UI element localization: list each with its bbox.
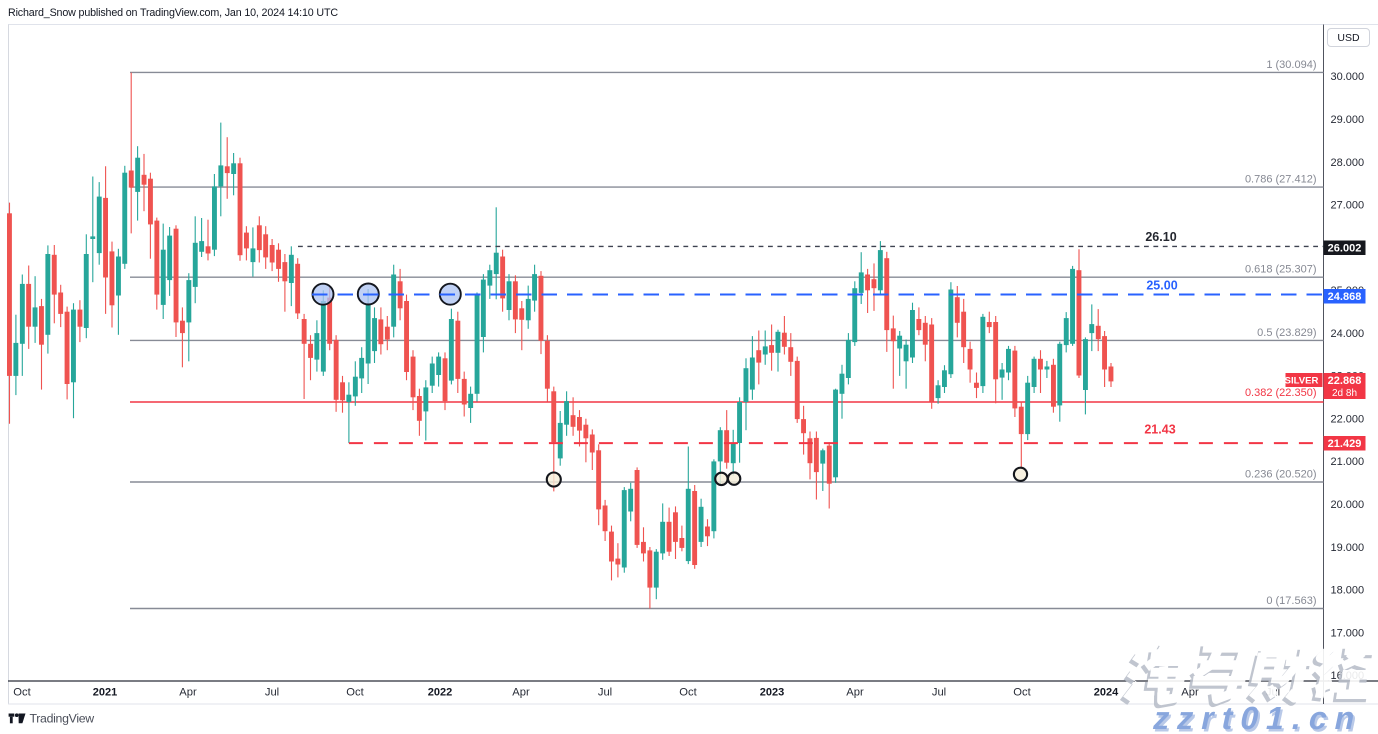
svg-text:0 (17.563): 0 (17.563): [1266, 595, 1316, 607]
svg-text:28.000: 28.000: [1331, 157, 1365, 169]
svg-text:0.382 (22.350): 0.382 (22.350): [1245, 387, 1317, 399]
svg-text:Apr: Apr: [1181, 687, 1199, 699]
svg-text:19.000: 19.000: [1331, 542, 1365, 554]
svg-text:Apr: Apr: [179, 687, 197, 699]
svg-text:USD: USD: [1337, 32, 1360, 44]
svg-text:SILVER: SILVER: [1285, 375, 1319, 386]
svg-text:24.868: 24.868: [1328, 291, 1362, 303]
svg-text:zzrt01.cn: zzrt01.cn: [1150, 700, 1366, 734]
svg-text:Jul: Jul: [598, 687, 612, 699]
svg-text:1 (30.094): 1 (30.094): [1266, 59, 1316, 71]
svg-text:Oct: Oct: [13, 687, 31, 699]
svg-text:21.43: 21.43: [1144, 423, 1175, 437]
svg-text:Jul: Jul: [265, 687, 279, 699]
svg-text:2024: 2024: [1094, 687, 1119, 699]
svg-text:Oct: Oct: [1013, 687, 1031, 699]
svg-text:0.5 (23.829): 0.5 (23.829): [1257, 327, 1316, 339]
svg-text:29.000: 29.000: [1331, 114, 1365, 126]
svg-text:21.000: 21.000: [1331, 456, 1365, 468]
svg-text:27.000: 27.000: [1331, 200, 1365, 212]
svg-text:Apr: Apr: [846, 687, 864, 699]
svg-text:Richard_Snow published on Trad: Richard_Snow published on TradingView.co…: [8, 7, 338, 19]
svg-text:18.000: 18.000: [1331, 585, 1365, 597]
svg-text:Oct: Oct: [679, 687, 697, 699]
svg-text:0.236 (20.520): 0.236 (20.520): [1245, 469, 1317, 481]
svg-text:0.618 (25.307): 0.618 (25.307): [1245, 264, 1317, 276]
svg-text:0.786 (27.412): 0.786 (27.412): [1245, 174, 1317, 186]
svg-text:TradingView: TradingView: [30, 711, 95, 725]
svg-text:22.868: 22.868: [1328, 375, 1362, 387]
svg-text:26.002: 26.002: [1328, 243, 1362, 255]
svg-text:26.10: 26.10: [1145, 230, 1176, 244]
svg-text:2d 8h: 2d 8h: [1332, 388, 1357, 399]
svg-text:22.000: 22.000: [1331, 414, 1365, 426]
svg-text:Jul: Jul: [932, 687, 946, 699]
svg-text:21.429: 21.429: [1328, 438, 1362, 450]
svg-text:30.000: 30.000: [1331, 71, 1365, 83]
svg-text:2021: 2021: [93, 687, 117, 699]
svg-text:zzrt01.cn: zzrt01.cn: [1152, 703, 1368, 734]
svg-text:2023: 2023: [760, 687, 784, 699]
svg-text:17.000: 17.000: [1331, 627, 1365, 639]
svg-text:Oct: Oct: [346, 687, 364, 699]
svg-text:2022: 2022: [428, 687, 452, 699]
svg-text:Apr: Apr: [512, 687, 530, 699]
svg-text:25.00: 25.00: [1146, 279, 1177, 293]
svg-text:20.000: 20.000: [1331, 499, 1365, 511]
svg-text:24.000: 24.000: [1331, 328, 1365, 340]
